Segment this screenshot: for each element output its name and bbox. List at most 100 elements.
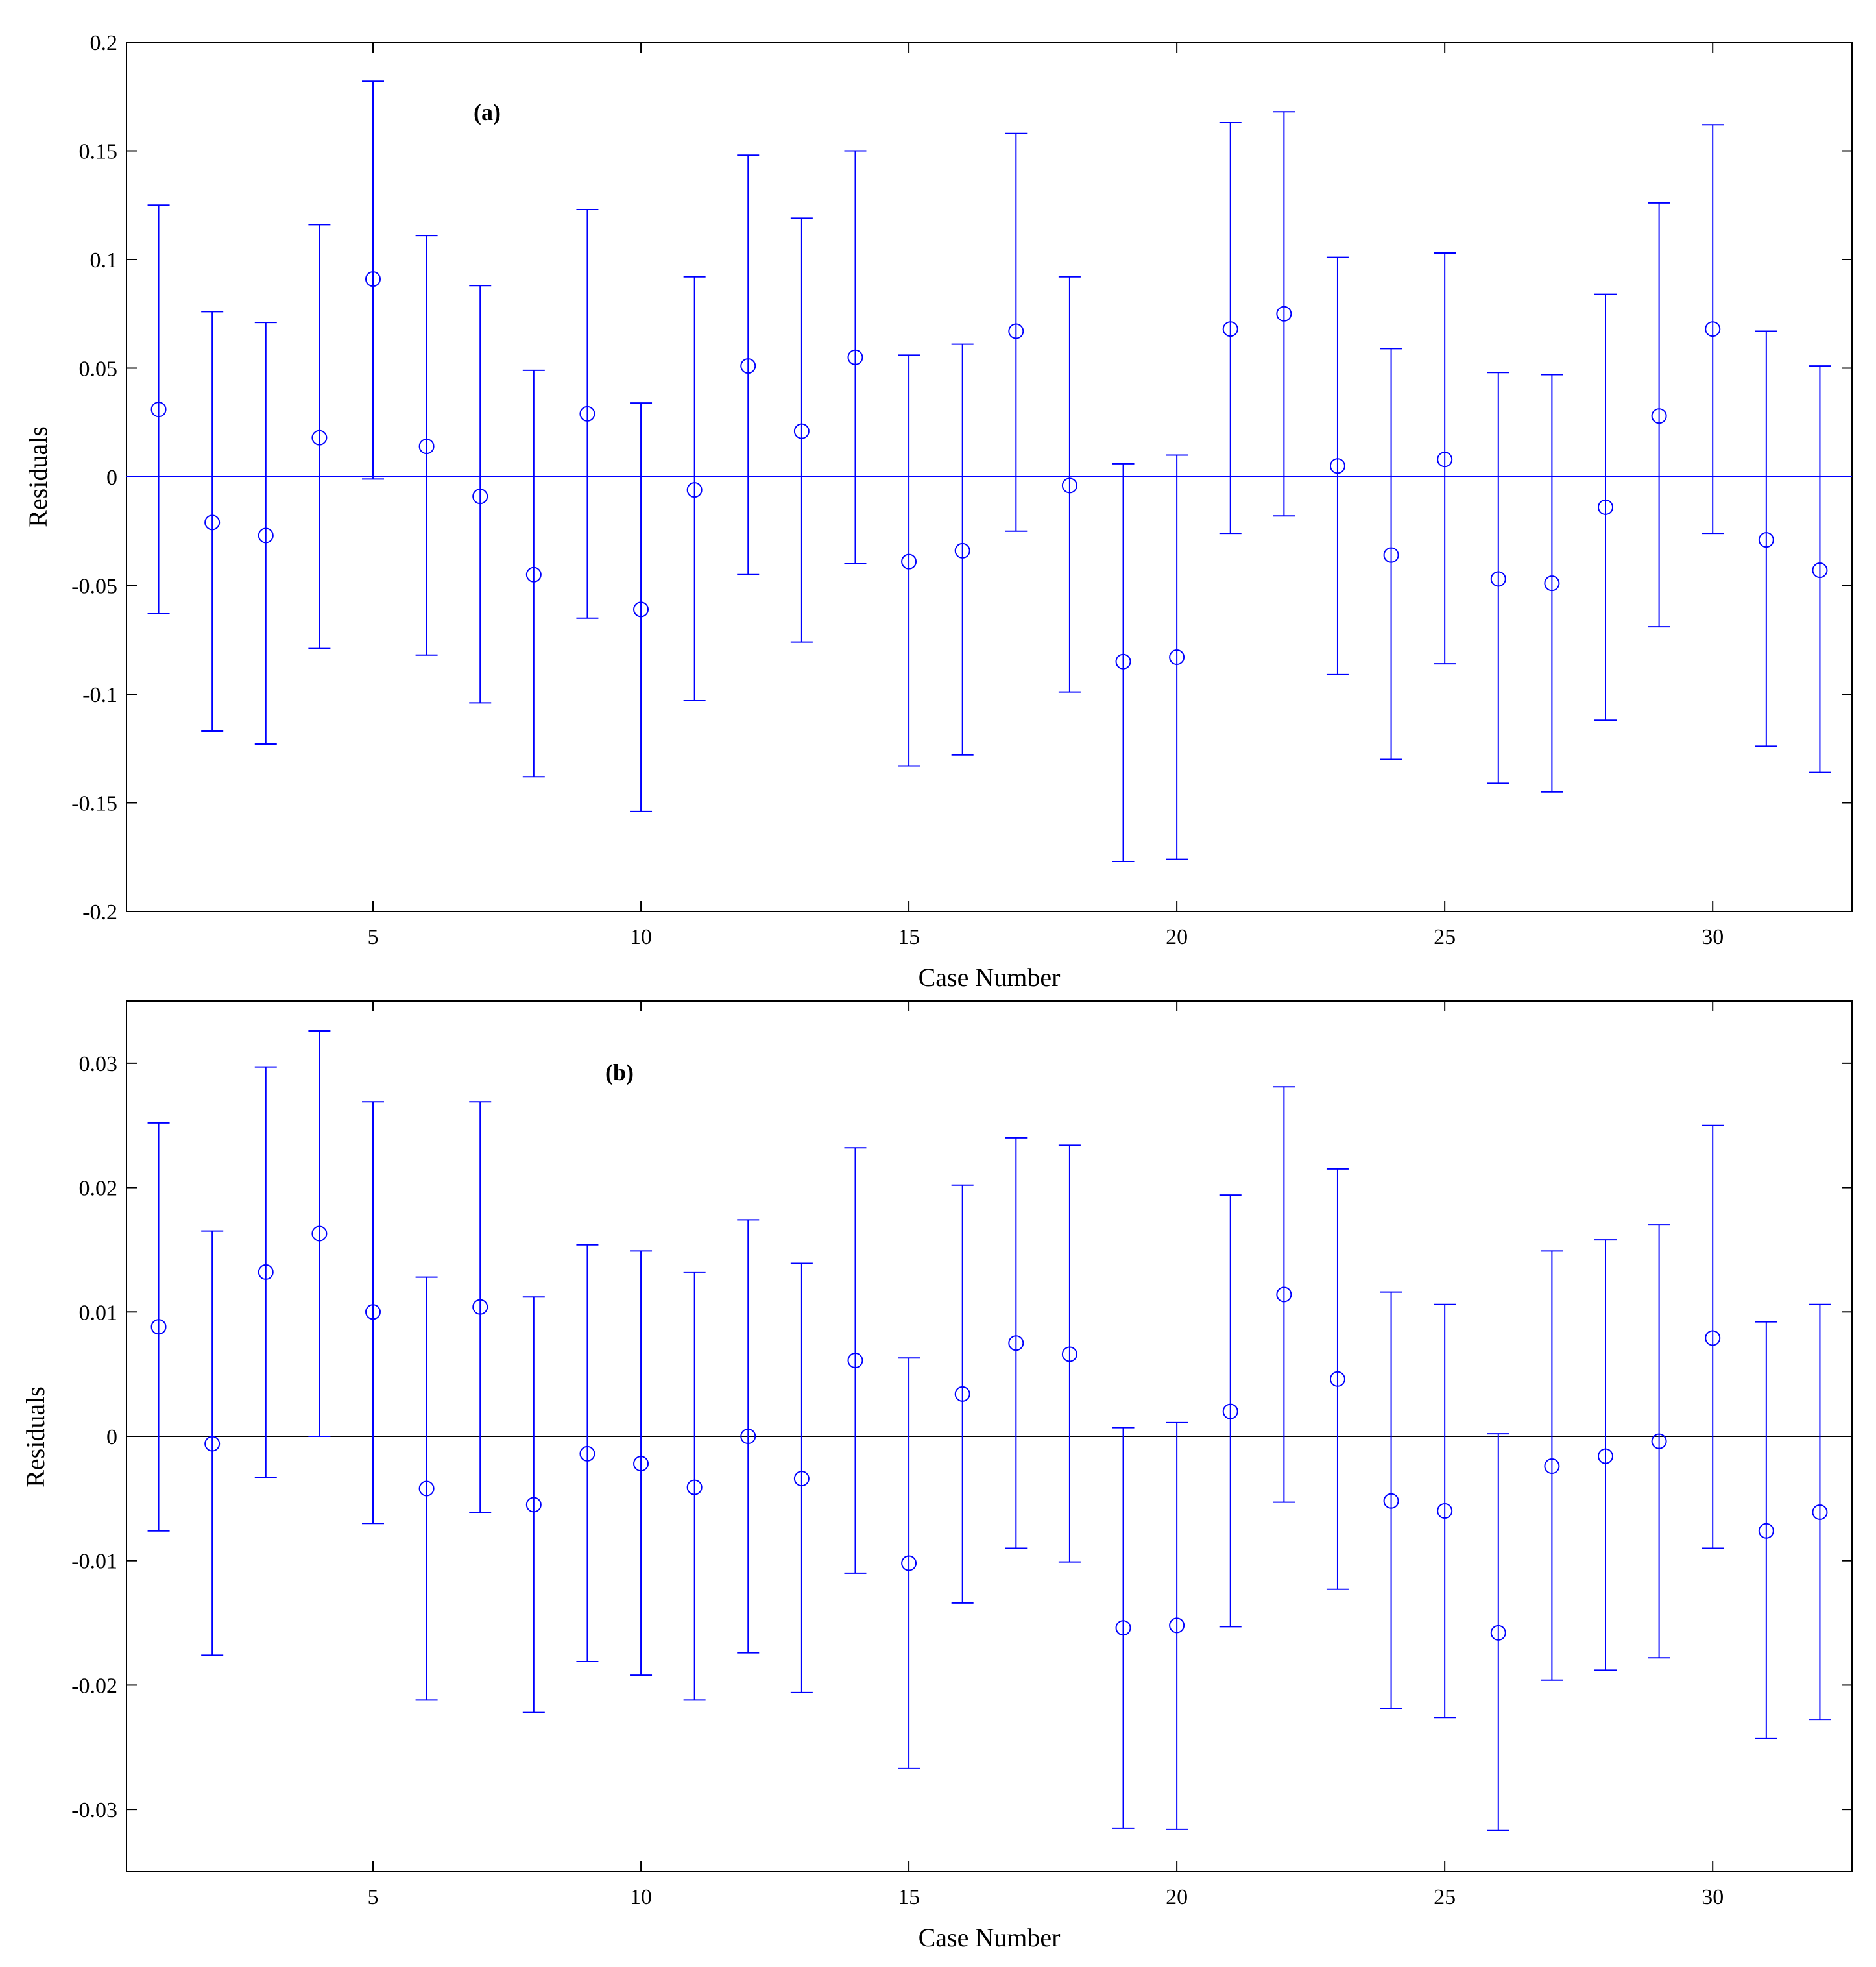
y-tick-label-b: 0.03 bbox=[79, 1052, 118, 1076]
residual-point-b bbox=[1651, 1433, 1667, 1449]
residual-point-b bbox=[1758, 1523, 1774, 1539]
x-tick-label-a: 15 bbox=[898, 925, 920, 949]
residual-point-a bbox=[258, 527, 274, 544]
residual-point-a bbox=[1705, 321, 1721, 337]
residual-point-a bbox=[525, 566, 542, 583]
residual-point-a bbox=[1222, 321, 1238, 337]
y-tick-label-b: 0 bbox=[106, 1425, 117, 1449]
x-tick-label-a: 30 bbox=[1702, 925, 1724, 949]
residual-point-b bbox=[418, 1480, 435, 1497]
residual-point-a bbox=[1651, 408, 1667, 424]
residual-point-b bbox=[1705, 1330, 1721, 1346]
y-tick-label-a: 0.2 bbox=[90, 31, 118, 55]
residual-point-a bbox=[793, 423, 810, 439]
chart-panel-b: 5 10 15 20 25 30-0.03-0.02-0.0100.010.020.03 … bbox=[21, 1000, 1853, 1952]
residual-point-a bbox=[633, 601, 649, 618]
y-tick-label-b: -0.03 bbox=[71, 1798, 117, 1822]
residual-point-b bbox=[579, 1445, 595, 1462]
residual-point-a bbox=[1061, 477, 1077, 494]
residual-point-a bbox=[740, 358, 756, 374]
residual-point-a bbox=[1758, 532, 1774, 548]
error-bars-a bbox=[147, 80, 1831, 862]
residual-point-a bbox=[365, 271, 381, 287]
y-tick-label-a: 0.1 bbox=[90, 248, 118, 272]
residual-point-b bbox=[150, 1319, 167, 1335]
residual-point-a bbox=[579, 405, 595, 422]
y-tick-label-a: 0.05 bbox=[79, 357, 118, 381]
residual-point-a bbox=[204, 514, 221, 531]
residual-point-b bbox=[793, 1471, 810, 1487]
residual-point-a bbox=[311, 429, 328, 446]
x-tick-label-b: 30 bbox=[1702, 1885, 1724, 1909]
y-tick-label-a: -0.05 bbox=[71, 575, 117, 599]
x-tick-label-a: 10 bbox=[630, 925, 652, 949]
error-bars-b bbox=[147, 1030, 1831, 1831]
residual-point-b bbox=[633, 1456, 649, 1472]
y-tick-label-a: -0.2 bbox=[82, 900, 117, 924]
x-axis-label-b: Case Number bbox=[919, 1923, 1061, 1952]
x-tick-label-b: 15 bbox=[898, 1885, 920, 1909]
residual-point-a bbox=[1008, 323, 1024, 339]
residual-point-b bbox=[1169, 1617, 1185, 1634]
residual-point-b bbox=[365, 1304, 381, 1320]
residual-point-a bbox=[1598, 499, 1613, 515]
residual-point-a bbox=[472, 489, 488, 505]
y-tick-label-b: 0.01 bbox=[79, 1301, 118, 1325]
x-tick-label-a: 25 bbox=[1434, 925, 1456, 949]
y-tick-label-b: 0.02 bbox=[79, 1177, 118, 1201]
residual-point-b bbox=[1383, 1493, 1399, 1509]
chart-panel-a: 5 10 15 20 25 30 -0.2 -0.15 -0.1 -0.05 0 0.05 0.1 0.1… bbox=[23, 31, 1853, 992]
y-tick-label-b: -0.01 bbox=[71, 1550, 117, 1574]
residual-point-b bbox=[1544, 1458, 1560, 1475]
x-tick-label-a: 5 bbox=[368, 925, 379, 949]
residual-point-b bbox=[1437, 1503, 1453, 1519]
residual-point-a bbox=[901, 553, 917, 570]
residual-point-b bbox=[686, 1479, 703, 1495]
residual-point-a bbox=[686, 482, 703, 498]
residual-point-b bbox=[472, 1299, 488, 1315]
residual-point-b bbox=[954, 1386, 970, 1402]
residual-point-a bbox=[1329, 458, 1345, 474]
residual-point-b bbox=[1222, 1403, 1238, 1419]
residual-point-a bbox=[1383, 547, 1399, 563]
residual-point-b bbox=[1276, 1286, 1292, 1303]
x-tick-label-b: 10 bbox=[630, 1885, 652, 1909]
y-tick-label-a: 0.15 bbox=[79, 140, 118, 164]
residual-point-a bbox=[1276, 306, 1292, 322]
x-tick-label-b: 5 bbox=[368, 1885, 379, 1909]
residual-point-b bbox=[311, 1225, 328, 1242]
residual-point-a bbox=[418, 439, 435, 455]
y-tick-label-a: -0.1 bbox=[82, 683, 117, 707]
residual-point-b bbox=[1061, 1346, 1077, 1362]
residual-point-a bbox=[1544, 575, 1560, 592]
axes-ticks-b: 5 10 15 20 25 30 -0.03 -0.02 -0.01 0 0.01 0.02 0.03 bbox=[71, 1001, 1852, 1909]
residual-point-a bbox=[1490, 571, 1506, 587]
y-tick-label-b: -0.02 bbox=[71, 1674, 117, 1698]
panel-label-b: (b) bbox=[605, 1059, 634, 1085]
x-axis-label-a: Case Number bbox=[919, 963, 1061, 992]
y-tick-label-a: 0 bbox=[106, 466, 117, 490]
residual-point-a bbox=[847, 349, 863, 365]
residual-point-a bbox=[1437, 452, 1453, 468]
residual-point-b bbox=[847, 1353, 863, 1369]
residual-point-b bbox=[1812, 1504, 1828, 1520]
residual-point-b bbox=[740, 1429, 756, 1444]
axes-ticks-a: 5 10 15 20 25 30 -0.2 -0.15 -0.1 -0.05 0 0.05 0.1 0.1… bbox=[71, 31, 1852, 949]
residual-point-a bbox=[1115, 653, 1131, 670]
y-tick-label-a: -0.15 bbox=[71, 792, 117, 816]
residual-point-b bbox=[1490, 1624, 1506, 1641]
residual-point-b bbox=[1008, 1335, 1024, 1351]
residual-point-a bbox=[1169, 649, 1185, 666]
residual-point-a bbox=[1812, 562, 1828, 579]
residual-point-b bbox=[1115, 1620, 1131, 1636]
residual-point-b bbox=[901, 1555, 917, 1571]
y-axis-label-b: Residuals bbox=[21, 1386, 50, 1488]
x-tick-label-b: 25 bbox=[1434, 1885, 1456, 1909]
residual-point-a bbox=[150, 402, 167, 418]
panel-label-a: (a) bbox=[474, 99, 501, 125]
residual-point-b bbox=[204, 1436, 221, 1452]
residual-point-a bbox=[954, 542, 970, 559]
residual-point-b bbox=[1329, 1371, 1345, 1387]
